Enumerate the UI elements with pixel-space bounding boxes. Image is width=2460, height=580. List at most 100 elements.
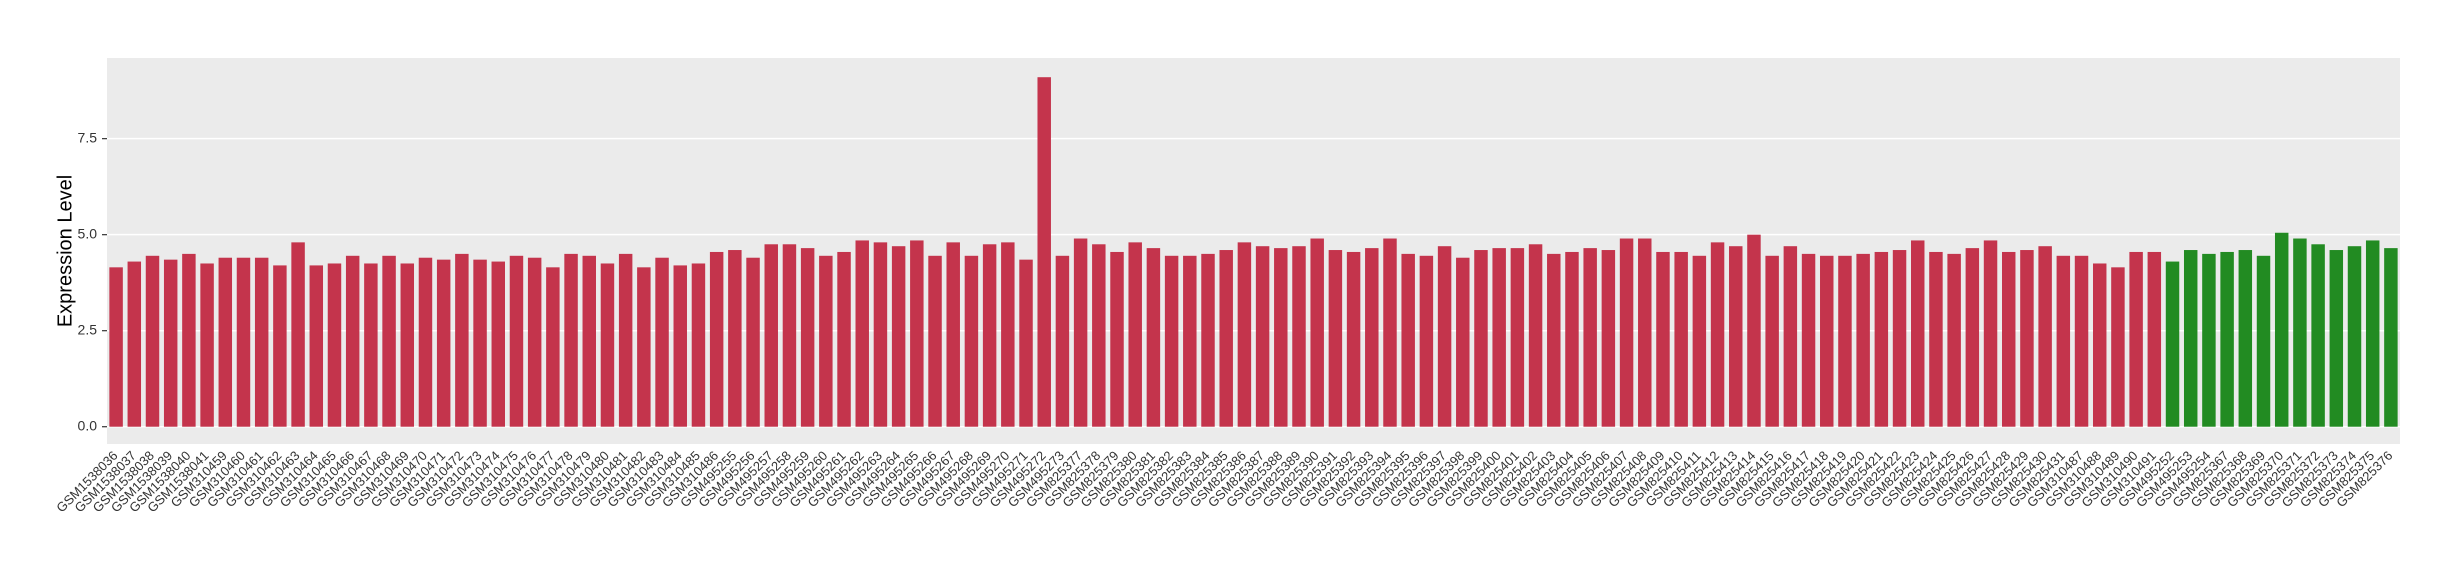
bar (1674, 251, 1688, 427)
bar (473, 259, 487, 427)
bar (1019, 259, 1033, 427)
bar (2183, 250, 2198, 427)
bar (1565, 251, 1579, 427)
bar (1092, 244, 1106, 427)
bar (1474, 250, 1488, 427)
bar (618, 253, 633, 427)
bar (2384, 248, 2398, 427)
bar (1856, 253, 1870, 427)
bar (1292, 246, 1306, 427)
bar (509, 255, 524, 427)
bar (1237, 242, 1252, 427)
bar (1037, 77, 1051, 427)
bar (2274, 232, 2289, 427)
bar (1110, 251, 1124, 427)
bar (564, 253, 578, 427)
y-tick-label: 0.0 (78, 417, 98, 433)
bar (1401, 253, 1415, 427)
bar (1310, 238, 1324, 427)
bar (327, 263, 342, 427)
bar (1656, 251, 1670, 427)
bar (2129, 251, 2143, 427)
bar (1055, 255, 1070, 427)
bar (1001, 242, 1015, 427)
bar (709, 251, 724, 427)
bar (1583, 248, 1597, 427)
bar (1619, 238, 1634, 427)
bar (782, 244, 797, 427)
plot-panel (107, 58, 2400, 444)
bar (1128, 242, 1142, 427)
bar (364, 263, 378, 427)
bar (236, 257, 251, 427)
bar (1073, 238, 1088, 427)
bar (819, 255, 833, 427)
bar (1528, 244, 1543, 427)
bar (1183, 255, 1197, 427)
bar (910, 240, 924, 427)
bar (1692, 255, 1707, 427)
bar (673, 265, 687, 427)
bar (1255, 246, 1270, 427)
bar (200, 263, 214, 427)
bar (1710, 242, 1725, 427)
bar (1456, 257, 1470, 427)
bar (182, 253, 196, 427)
bar (855, 240, 869, 427)
bar (491, 261, 505, 427)
bar (218, 257, 233, 427)
bar (1328, 250, 1343, 427)
bar (1164, 255, 1179, 427)
bar (691, 263, 706, 427)
bar (891, 246, 906, 427)
bar (455, 253, 469, 427)
bar (1601, 250, 1616, 427)
bar (1146, 248, 1161, 427)
bar (873, 242, 888, 427)
bar (2202, 253, 2216, 427)
bar (163, 259, 178, 427)
bar (109, 267, 123, 427)
bar (1820, 255, 1834, 427)
bar (2111, 267, 2125, 427)
bar (2238, 250, 2253, 427)
bar (2074, 255, 2089, 427)
bar (728, 250, 742, 427)
bar (1219, 250, 1233, 427)
bar (928, 255, 942, 427)
bar (946, 242, 960, 427)
bar (637, 267, 651, 427)
bar (1729, 246, 1743, 427)
bar (964, 255, 979, 427)
bar (2293, 238, 2307, 427)
bar (2165, 261, 2180, 427)
bar (2002, 251, 2016, 427)
bar (1747, 234, 1761, 427)
bar (1383, 238, 1397, 427)
bar (1783, 246, 1798, 427)
bar (746, 257, 760, 427)
bar (382, 255, 396, 427)
bar (2311, 244, 2325, 427)
bar (600, 263, 615, 427)
y-tick-label: 2.5 (78, 321, 98, 337)
bar (2347, 246, 2362, 427)
bar (982, 244, 997, 427)
bar (1911, 240, 1925, 427)
y-tick-label: 7.5 (78, 129, 98, 145)
y-tick-label: 5.0 (78, 225, 98, 241)
bar (837, 251, 851, 427)
bar (1346, 251, 1361, 427)
bar (2038, 246, 2052, 427)
bar (764, 244, 778, 427)
bar (2147, 251, 2162, 427)
bar (1419, 255, 1434, 427)
bar (2329, 250, 2344, 427)
bar (1801, 253, 1816, 427)
bar (345, 255, 360, 427)
bar (1983, 240, 1998, 427)
bar (254, 257, 269, 427)
bar (1201, 253, 1215, 427)
bar (418, 257, 433, 427)
